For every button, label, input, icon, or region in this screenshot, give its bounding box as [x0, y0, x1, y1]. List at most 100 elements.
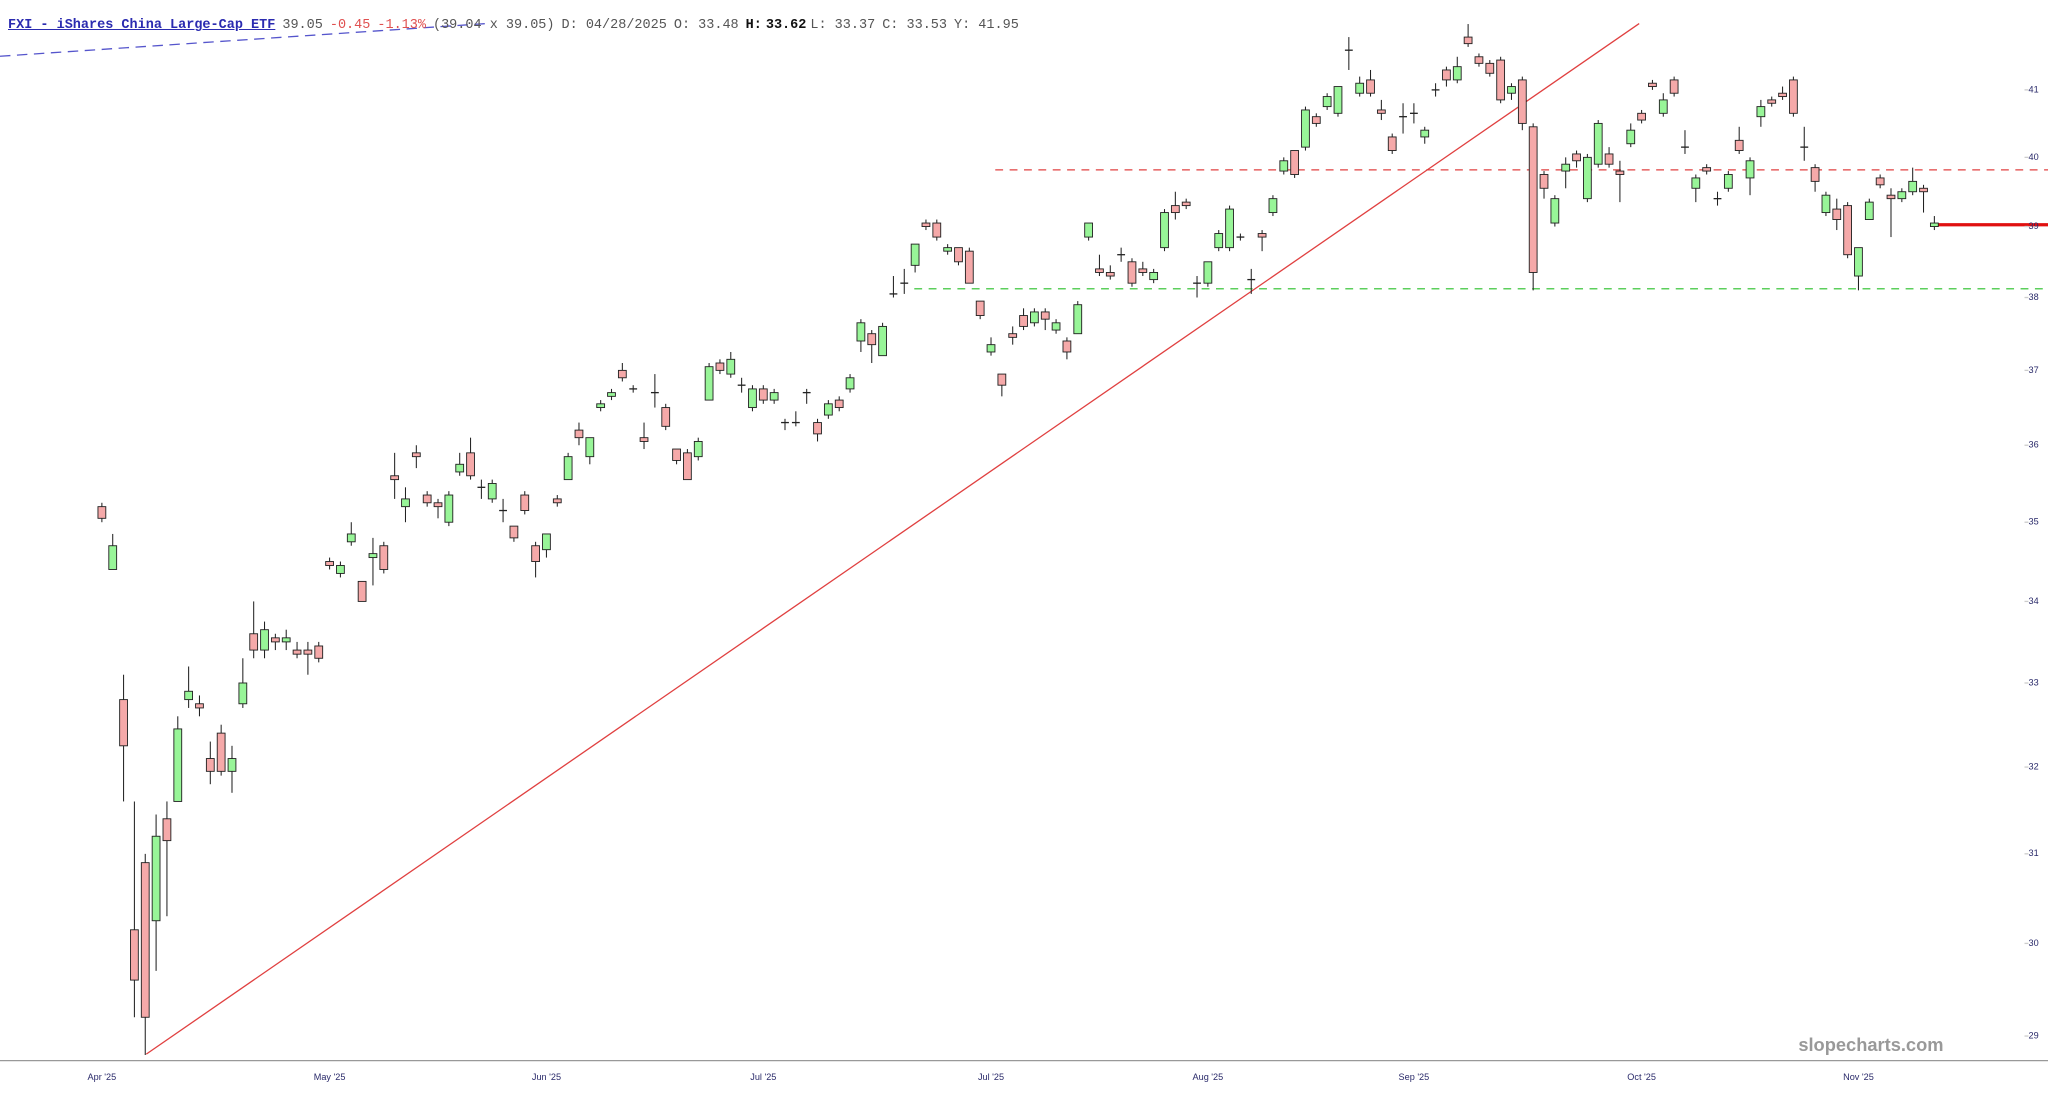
candle-body: [552, 498, 562, 504]
candle-body: [325, 561, 334, 566]
candle-body: [1463, 36, 1473, 45]
x-tick-label: May '25: [314, 1072, 346, 1082]
candle-body: [726, 358, 736, 375]
last-price: 39.05: [282, 18, 323, 33]
candle-body: [769, 392, 779, 401]
candle-body: [281, 637, 291, 643]
candle-body: [195, 703, 204, 709]
candle-body: [1789, 79, 1798, 114]
y-tick-label: 30: [2029, 938, 2039, 948]
candle-body: [346, 533, 356, 543]
candle-body: [1474, 56, 1484, 64]
symbol-title[interactable]: FXI - iShares China Large-Cap ETF: [8, 18, 276, 33]
candle-body: [563, 456, 573, 481]
candle-body: [910, 243, 920, 266]
y-tick-label: 29: [2029, 1030, 2039, 1040]
change-pct: -1.13%: [377, 18, 426, 33]
candle-body: [1528, 126, 1538, 273]
candle-body: [932, 222, 942, 238]
candle-body: [542, 533, 551, 551]
candle-body: [303, 649, 313, 655]
candle-body: [433, 502, 443, 508]
candle-body: [1583, 156, 1592, 200]
candle-body: [596, 403, 606, 409]
candle-body: [509, 525, 519, 539]
candle-body: [1604, 153, 1614, 165]
candle-body: [1138, 268, 1148, 273]
candle-body: [672, 448, 681, 461]
candle-body: [444, 494, 454, 523]
candle-body: [1626, 129, 1636, 145]
candle-body: [1875, 177, 1885, 186]
candle-body: [574, 429, 584, 439]
candle-body: [216, 732, 226, 772]
year-high: Y: 41.95: [954, 18, 1019, 33]
candle-body: [834, 399, 844, 409]
candle-body: [1593, 122, 1603, 165]
candle-body: [1073, 304, 1083, 335]
y-tick-label: 33: [2029, 677, 2039, 687]
candle-body: [379, 545, 389, 570]
candle-body: [1485, 62, 1495, 74]
candle-body: [336, 565, 345, 574]
x-tick-label: Oct '25: [1627, 1072, 1656, 1082]
candle-body: [715, 362, 725, 371]
candle-body: [1127, 261, 1137, 284]
candle-body: [1550, 198, 1560, 224]
y-tick-label: 38: [2029, 292, 2039, 302]
candle-body: [238, 682, 248, 705]
candle-body: [1160, 212, 1169, 249]
candle-body: [368, 553, 378, 559]
candle-body: [487, 483, 497, 500]
candle-body: [1279, 160, 1289, 172]
close: C: 33.53: [882, 18, 947, 33]
candle-body: [270, 637, 280, 643]
candle-body: [119, 699, 128, 747]
candle-body: [162, 818, 172, 842]
y-tick-label: 34: [2029, 596, 2039, 606]
candle-body: [1062, 340, 1072, 353]
y-tick-label: 32: [2029, 761, 2039, 771]
candle-body: [878, 325, 887, 357]
candle-body: [1366, 79, 1375, 94]
x-tick-label: Nov '25: [1843, 1072, 1874, 1082]
x-tick-label: Jun '25: [532, 1072, 561, 1082]
y-tick-label: 31: [2029, 848, 2039, 858]
candle-body: [1257, 233, 1267, 238]
candle-body: [1745, 160, 1755, 179]
candle-body: [845, 377, 855, 390]
y-tick-label: 41: [2029, 84, 2039, 94]
candle-body: [1040, 311, 1050, 320]
trend-line-red: [145, 23, 1640, 1055]
candle-body: [867, 333, 877, 346]
candle-body: [401, 498, 410, 508]
y-tick-label: 39: [2029, 221, 2039, 231]
candle-body: [1452, 66, 1462, 81]
candle-body: [997, 373, 1007, 386]
candle-body: [1723, 174, 1733, 189]
x-tick-label: Sep '25: [1399, 1072, 1430, 1082]
change: -0.45: [329, 18, 371, 33]
candle-body: [964, 250, 974, 284]
x-tick-label: Jul '25: [750, 1072, 776, 1082]
candle-body: [954, 247, 963, 263]
candle-body: [585, 437, 595, 458]
candle-body: [1832, 208, 1842, 220]
candle-body: [1442, 69, 1451, 81]
candle-body: [130, 929, 139, 981]
bid-ask: (39.04 x 39.05): [432, 18, 555, 33]
candle-body: [1030, 311, 1039, 324]
low: L: 33.37: [810, 18, 876, 33]
date: D: 04/28/2025: [561, 18, 667, 33]
candle-body: [1821, 194, 1831, 214]
candle-body: [683, 452, 692, 481]
candle-body: [108, 545, 118, 570]
candle-body: [422, 494, 432, 504]
candle-body: [173, 728, 183, 802]
y-tick-label: 40: [2029, 152, 2039, 162]
candle-body: [856, 322, 866, 342]
candle-body: [617, 369, 627, 379]
candle-body: [1767, 99, 1777, 104]
candle-body: [1268, 198, 1278, 214]
